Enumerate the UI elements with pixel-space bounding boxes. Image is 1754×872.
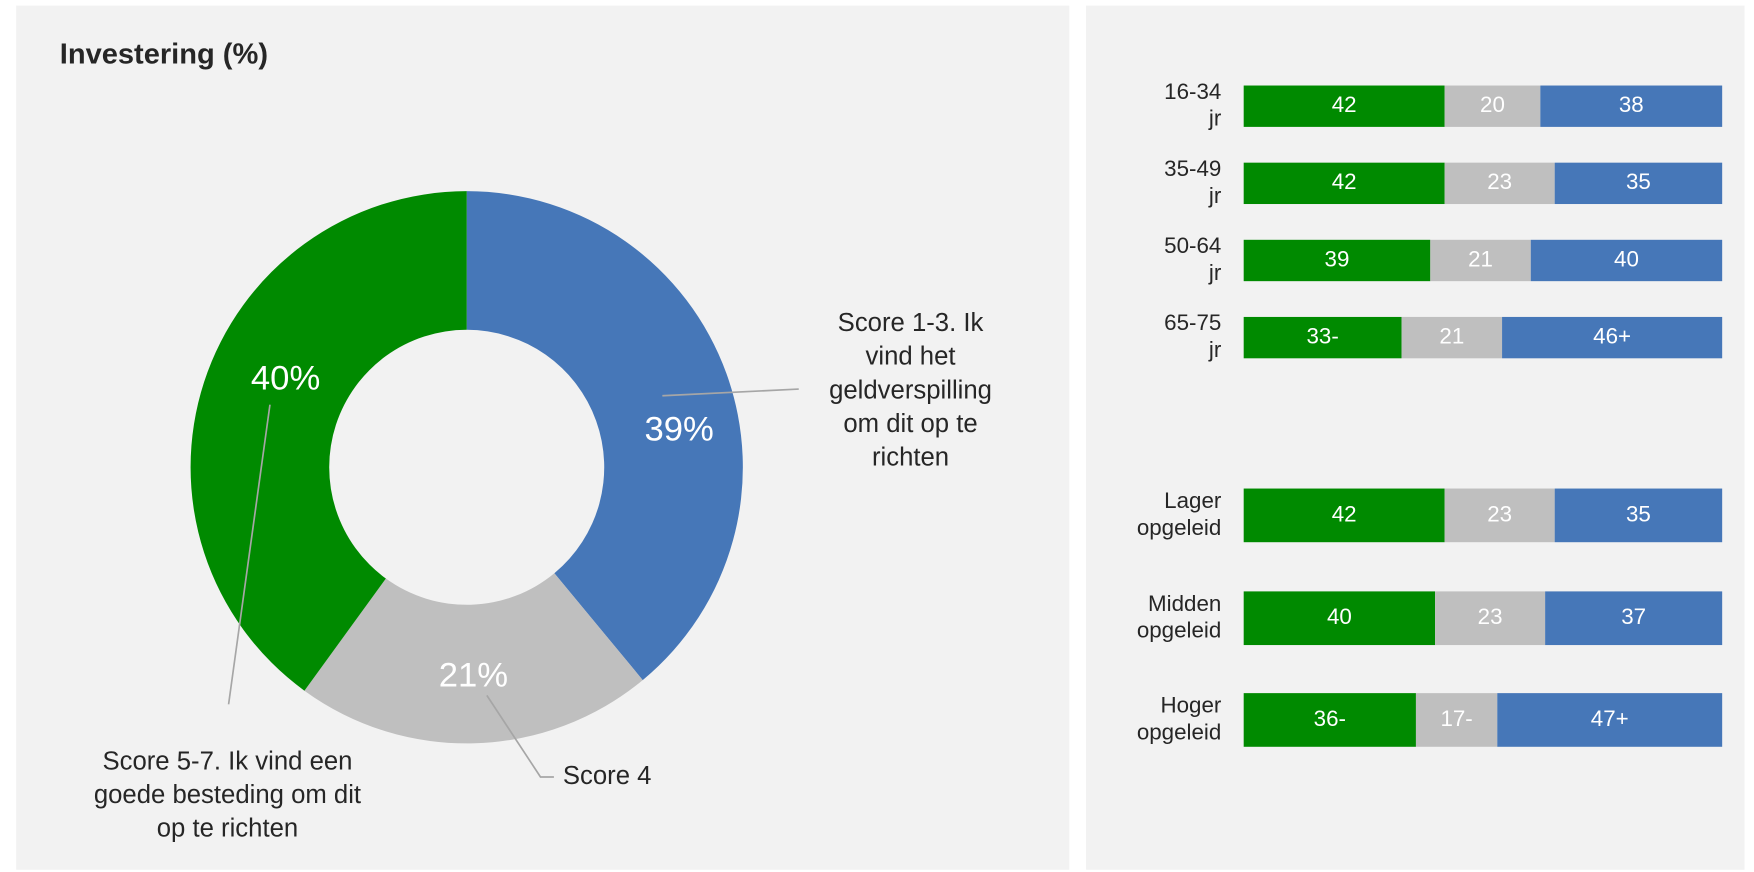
bar-segment: [1444, 488, 1555, 543]
bar-value-label: 40: [1327, 604, 1352, 629]
bar-segment: [1243, 162, 1445, 205]
bar-value-label: 42: [1332, 169, 1357, 194]
bar-value-label: 33-: [1306, 324, 1338, 349]
slice-category-label: Score 1-3. Ik vind het geldverspilling om d…: [829, 309, 992, 471]
chart-title: Investering (%): [60, 39, 268, 71]
category-label: Lager opgeleid: [1137, 488, 1222, 540]
left-panel: [16, 5, 1070, 870]
category-label: Hoger opgeleid: [1137, 692, 1222, 744]
bar-segment: [1243, 239, 1431, 282]
bar-value-label: 38: [1619, 92, 1644, 117]
bar-value-label: 42: [1332, 92, 1357, 117]
bar-value-label: 46+: [1593, 324, 1631, 349]
bar-value-label: 20: [1480, 92, 1505, 117]
leader-line: [662, 388, 799, 397]
bar-segment: [1243, 85, 1445, 127]
bar-value-label: 35: [1626, 501, 1651, 526]
bar-value-label: 36-: [1314, 706, 1346, 731]
bar-value-label: 17-: [1440, 706, 1472, 731]
slice-value-label: 39%: [644, 411, 713, 449]
bar-value-label: 21: [1468, 246, 1493, 271]
donut-slice: [466, 191, 743, 681]
bar-value-label: 40: [1614, 246, 1639, 271]
bar-segment: [1243, 693, 1416, 747]
bar-value-label: 39: [1325, 246, 1350, 271]
bar-segment: [1415, 693, 1498, 747]
bar-segment: [1554, 162, 1723, 205]
category-label: Midden opgeleid: [1137, 591, 1222, 643]
leader-line: [486, 694, 554, 778]
bar-segment: [1502, 316, 1723, 359]
bar-value-label: 23: [1487, 169, 1512, 194]
slice-category-label: Score 4: [563, 762, 652, 790]
bar-value-label: 21: [1439, 324, 1464, 349]
bar-segment: [1243, 316, 1402, 359]
bar-segment: [1444, 162, 1555, 205]
bar-value-label: 23: [1478, 604, 1503, 629]
bar-value-label: 42: [1332, 501, 1357, 526]
bar-segment: [1243, 488, 1445, 543]
bar-value-label: 23: [1487, 501, 1512, 526]
bar-value-label: 47+: [1591, 706, 1629, 731]
bar-segment: [1435, 591, 1546, 646]
bar-segment: [1545, 591, 1723, 646]
category-label: 50-64 jr: [1164, 233, 1222, 285]
slice-category-label: Score 5-7. Ik vind een goede besteding om…: [94, 747, 361, 842]
leader-line: [227, 404, 271, 705]
bar-value-label: 37: [1621, 604, 1646, 629]
bar-segment: [1554, 488, 1723, 543]
category-label: 35-49 jr: [1164, 156, 1222, 208]
category-label: 65-75 jr: [1164, 310, 1222, 362]
bar-segment: [1497, 693, 1723, 747]
bar-segment: [1401, 316, 1503, 359]
donut-slice: [304, 573, 643, 744]
category-label: 16-34 jr: [1164, 79, 1222, 131]
bar-segment: [1540, 85, 1723, 127]
donut-slice: [190, 191, 467, 691]
bar-segment: [1430, 239, 1531, 282]
slice-value-label: 21%: [439, 657, 508, 695]
bar-value-label: 35: [1626, 169, 1651, 194]
bar-segment: [1530, 239, 1723, 282]
slice-value-label: 40%: [251, 359, 320, 397]
bar-segment: [1243, 591, 1436, 646]
bar-segment: [1444, 85, 1541, 127]
